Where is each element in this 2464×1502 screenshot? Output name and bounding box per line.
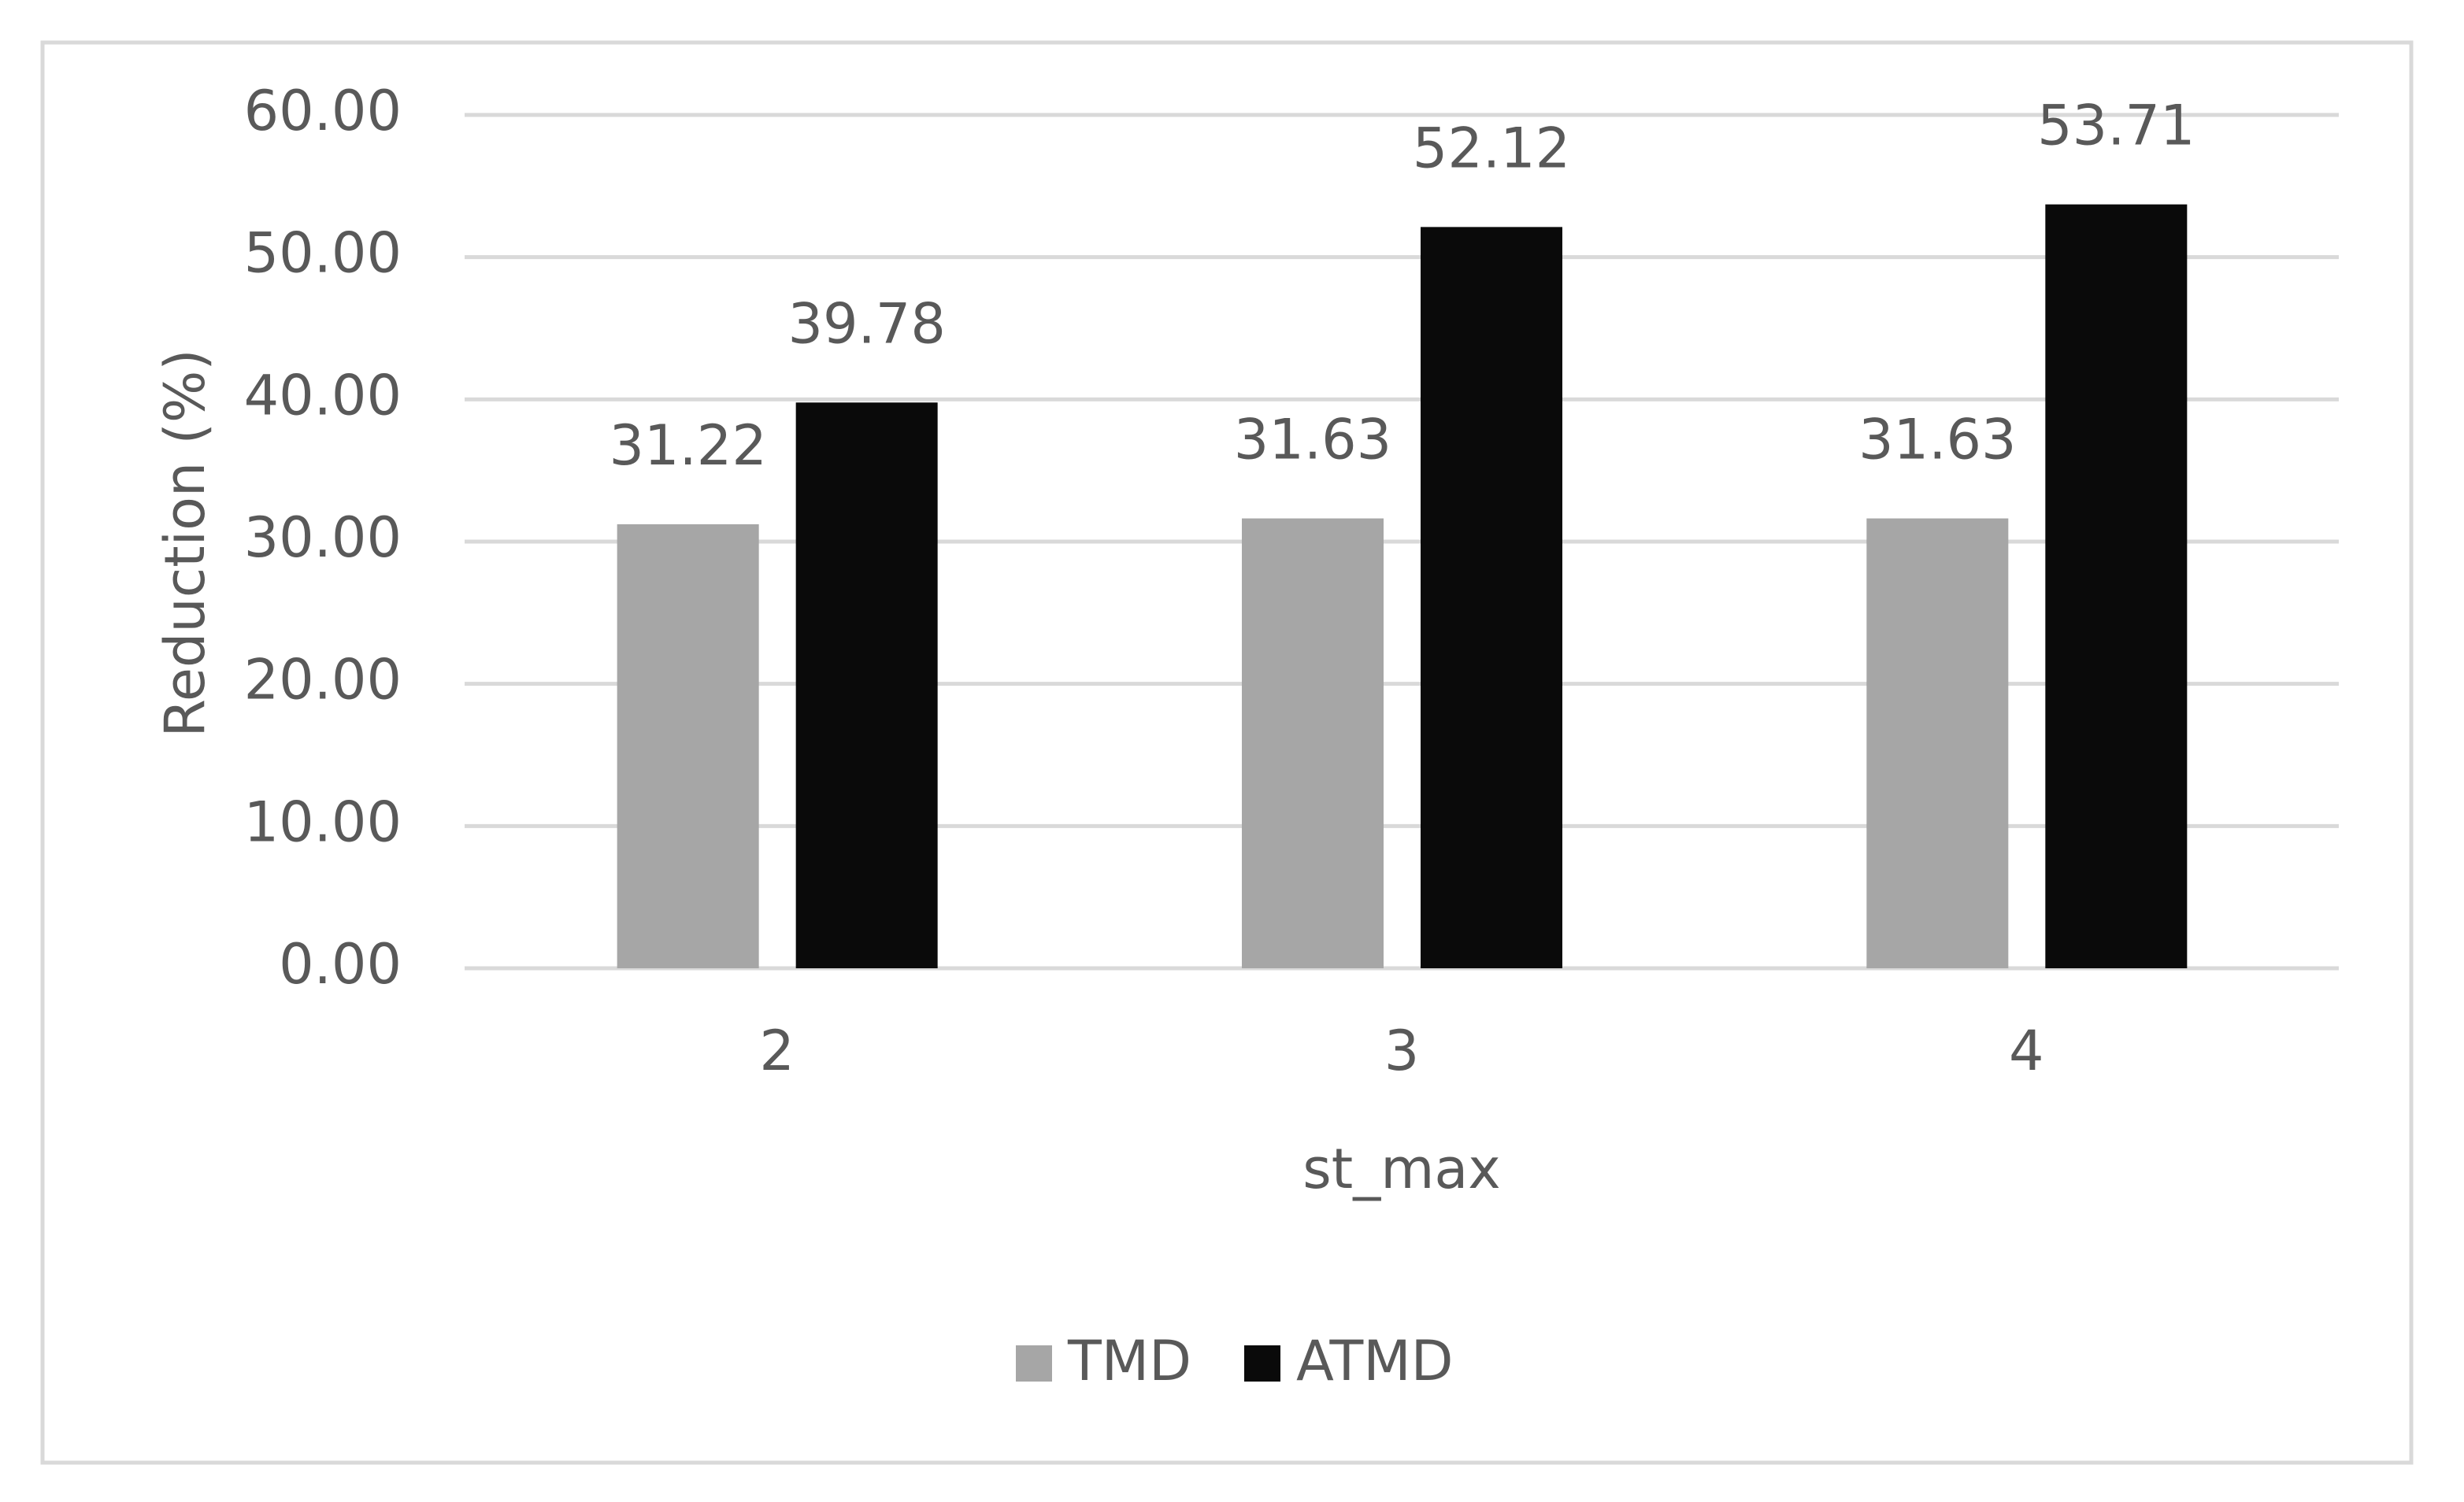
data-label: 31.63 <box>1234 408 1391 472</box>
y-tick-label: 10.00 <box>244 790 402 854</box>
x-tick-label: 2 <box>759 1019 795 1083</box>
y-axis-title: Reduction (%) <box>153 349 217 737</box>
chart-border <box>40 40 2414 1465</box>
x-tick-label: 4 <box>2009 1019 2044 1083</box>
legend-label: TMD <box>1067 1329 1191 1393</box>
legend-label: ATMD <box>1296 1329 1454 1393</box>
data-label: 31.63 <box>1858 408 2016 472</box>
bar <box>795 402 938 969</box>
bar <box>2045 204 2188 968</box>
y-tick-label: 50.00 <box>244 221 402 286</box>
y-tick-label: 30.00 <box>244 505 402 570</box>
bar <box>1866 518 2009 968</box>
data-label: 52.12 <box>1413 116 1570 180</box>
data-label: 39.78 <box>787 291 945 356</box>
legend-swatch <box>1244 1345 1280 1382</box>
y-tick-label: 20.00 <box>244 648 402 712</box>
data-label: 53.71 <box>2037 94 2195 158</box>
y-tick-label: 60.00 <box>244 79 402 143</box>
bar <box>1242 518 1384 968</box>
x-tick-label: 3 <box>1384 1019 1420 1083</box>
legend-swatch <box>1016 1345 1052 1382</box>
bar <box>1421 227 1562 968</box>
bar <box>617 523 759 968</box>
y-tick-label: 40.00 <box>244 363 402 427</box>
y-tick-label: 0.00 <box>279 932 402 997</box>
x-axis-title: st_max <box>1302 1137 1500 1201</box>
data-label: 31.22 <box>609 413 766 478</box>
